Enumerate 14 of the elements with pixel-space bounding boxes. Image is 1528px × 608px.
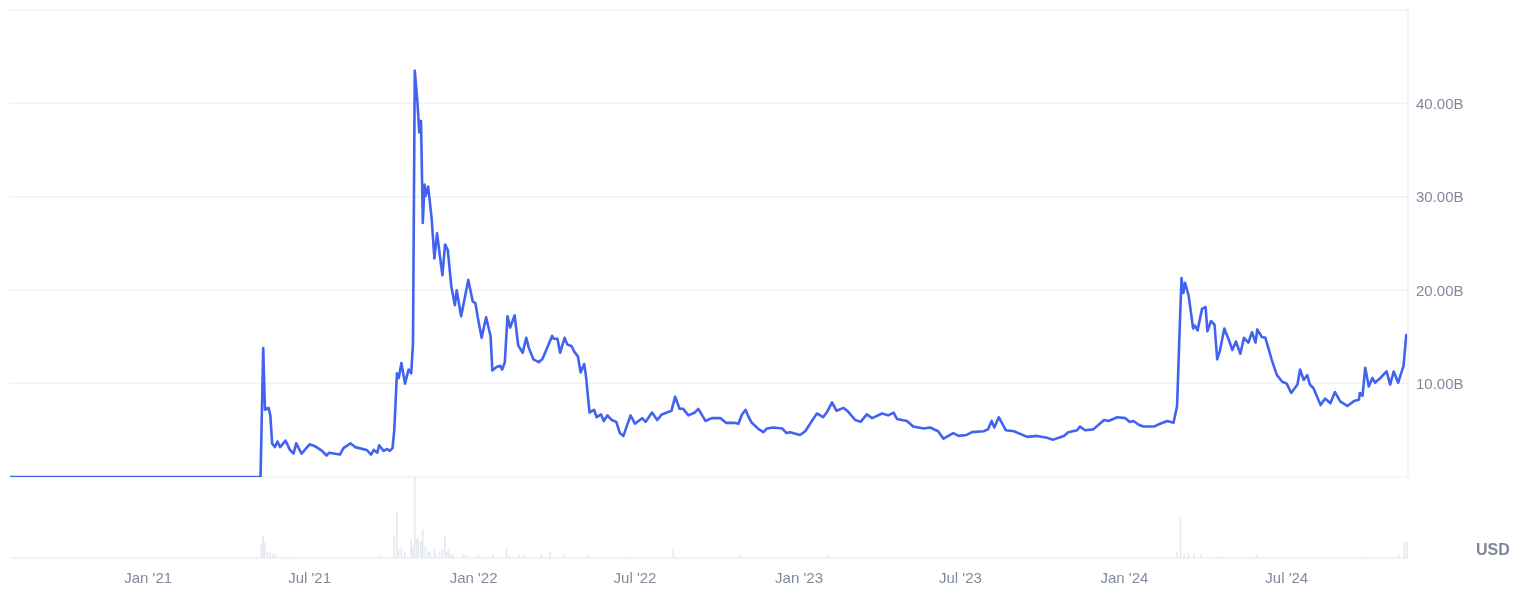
y-tick-label: 10.00B [1416, 374, 1464, 392]
x-tick-label: Jul '22 [613, 568, 657, 586]
x-tick-label: Jul '21 [288, 568, 332, 586]
x-tick-label: Jan '22 [449, 568, 498, 586]
x-tick-label: Jul '23 [938, 568, 982, 586]
x-tick-label: Jan '24 [1100, 568, 1149, 586]
y-axis-title: USD [1476, 541, 1510, 559]
y-tick-label: 20.00B [1416, 281, 1464, 299]
x-tick-label: Jan '23 [775, 568, 823, 586]
y-tick-label: 30.00B [1416, 188, 1464, 206]
x-tick-label: Jan '21 [124, 568, 173, 586]
x-tick-label: Jul '24 [1265, 568, 1309, 586]
y-tick-label: 40.00B [1416, 94, 1464, 112]
line-series [10, 69, 1408, 477]
